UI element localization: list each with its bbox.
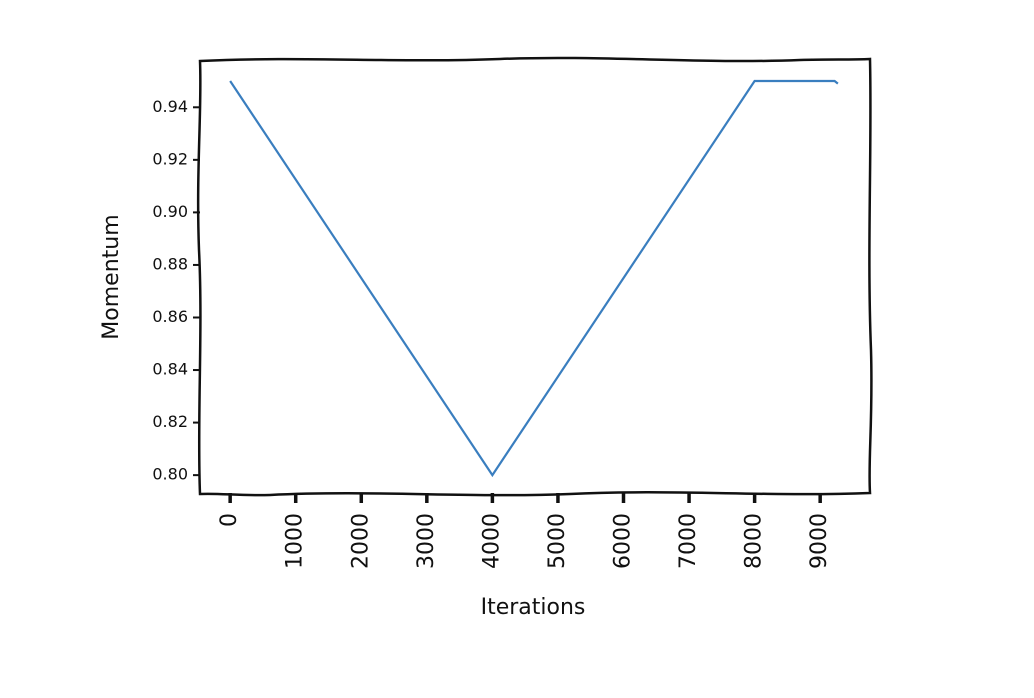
x-tick-label: 6000 <box>611 513 636 569</box>
y-tick-label: 0.84 <box>152 360 188 379</box>
x-tick-label: 3000 <box>414 513 439 569</box>
x-tick-label: 1000 <box>283 513 308 569</box>
x-tick-label: 7000 <box>676 513 701 569</box>
x-tick-label: 8000 <box>742 513 767 569</box>
y-tick-label: 0.92 <box>152 149 188 168</box>
x-tick-label: 0 <box>217 513 242 527</box>
x-tick-label: 2000 <box>348 513 373 569</box>
x-tick-label: 9000 <box>807 513 832 569</box>
y-tick-label: 0.86 <box>152 307 188 326</box>
y-tick-label: 0.82 <box>152 412 188 431</box>
y-tick-label: 0.94 <box>152 97 188 116</box>
y-tick-label: 0.80 <box>152 465 188 484</box>
data-line <box>229 79 839 478</box>
y-tick-label: 0.88 <box>152 254 188 273</box>
y-axis-label: Momentum <box>99 214 124 339</box>
x-axis-label: Iterations <box>481 595 586 620</box>
y-tick-label: 0.90 <box>152 202 188 221</box>
x-tick-label: 4000 <box>479 513 504 569</box>
x-tick-label: 5000 <box>545 513 570 569</box>
axes-frame <box>196 56 873 497</box>
